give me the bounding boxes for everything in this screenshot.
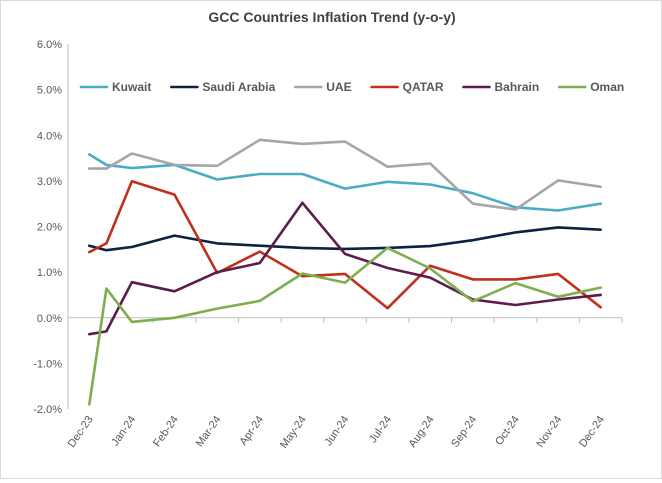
legend-item-bahrain: Bahrain <box>462 80 540 94</box>
x-tick-label: Dec-23 <box>66 414 96 450</box>
series-line-oman <box>88 246 602 406</box>
legend-item-saudi-arabia: Saudi Arabia <box>170 80 276 94</box>
series-line-kuwait <box>88 153 602 212</box>
y-tick-label: 1.0% <box>37 267 62 279</box>
legend-item-uae: UAE <box>293 80 352 94</box>
x-tick-label: May-24 <box>278 414 309 451</box>
legend-item-kuwait: Kuwait <box>79 80 151 94</box>
y-tick-label: 0.0% <box>37 313 62 325</box>
x-tick-label: Feb-24 <box>151 414 181 449</box>
series-lines <box>88 138 602 406</box>
legend-item-oman: Oman <box>557 80 624 94</box>
x-tick-label: Jan-24 <box>109 414 138 448</box>
legend-label: QATAR <box>403 80 444 94</box>
legend-label: UAE <box>326 80 351 94</box>
legend-label: Kuwait <box>112 80 151 94</box>
x-tick-label: Sep-24 <box>449 414 479 450</box>
x-tick-label: Nov-24 <box>534 414 564 450</box>
series-line-uae <box>88 138 602 211</box>
series-line-qatar <box>88 180 602 310</box>
series-line-saudi-arabia <box>88 226 602 252</box>
y-tick-label: 4.0% <box>37 130 62 142</box>
y-tick-label: 5.0% <box>37 85 62 97</box>
legend-item-qatar: QATAR <box>370 80 444 94</box>
y-tick-label: 6.0% <box>37 39 62 51</box>
x-tick-label: Aug-24 <box>407 414 437 450</box>
legend-label: Saudi Arabia <box>202 80 275 94</box>
x-tick-label: Dec-24 <box>577 414 607 450</box>
y-tick-label: 3.0% <box>37 176 62 188</box>
y-tick-label: -1.0% <box>33 358 62 370</box>
x-tick-label: Mar-24 <box>194 414 224 449</box>
y-tick-label: -2.0% <box>33 404 62 416</box>
y-tick-label: 2.0% <box>37 222 62 234</box>
x-tick-label: Jul-24 <box>367 414 394 445</box>
x-tick-label: Apr-24 <box>237 414 266 448</box>
legend-label: Bahrain <box>495 80 540 94</box>
chart-title: GCC Countries Inflation Trend (y-o-y) <box>208 9 456 25</box>
x-tick-label: Oct-24 <box>493 414 522 448</box>
series-line-bahrain <box>88 201 602 336</box>
axes: -2.0% -1.0% 0.0% 1.0% 2.0% 3.0% 4.0% 5.0% 6.0% De… <box>33 39 623 451</box>
legend: Kuwait Saudi Arabia UAE QATAR Bahrain Oman <box>79 80 624 94</box>
legend-label: Oman <box>590 80 624 94</box>
x-tick-label: Jun-24 <box>322 414 351 448</box>
